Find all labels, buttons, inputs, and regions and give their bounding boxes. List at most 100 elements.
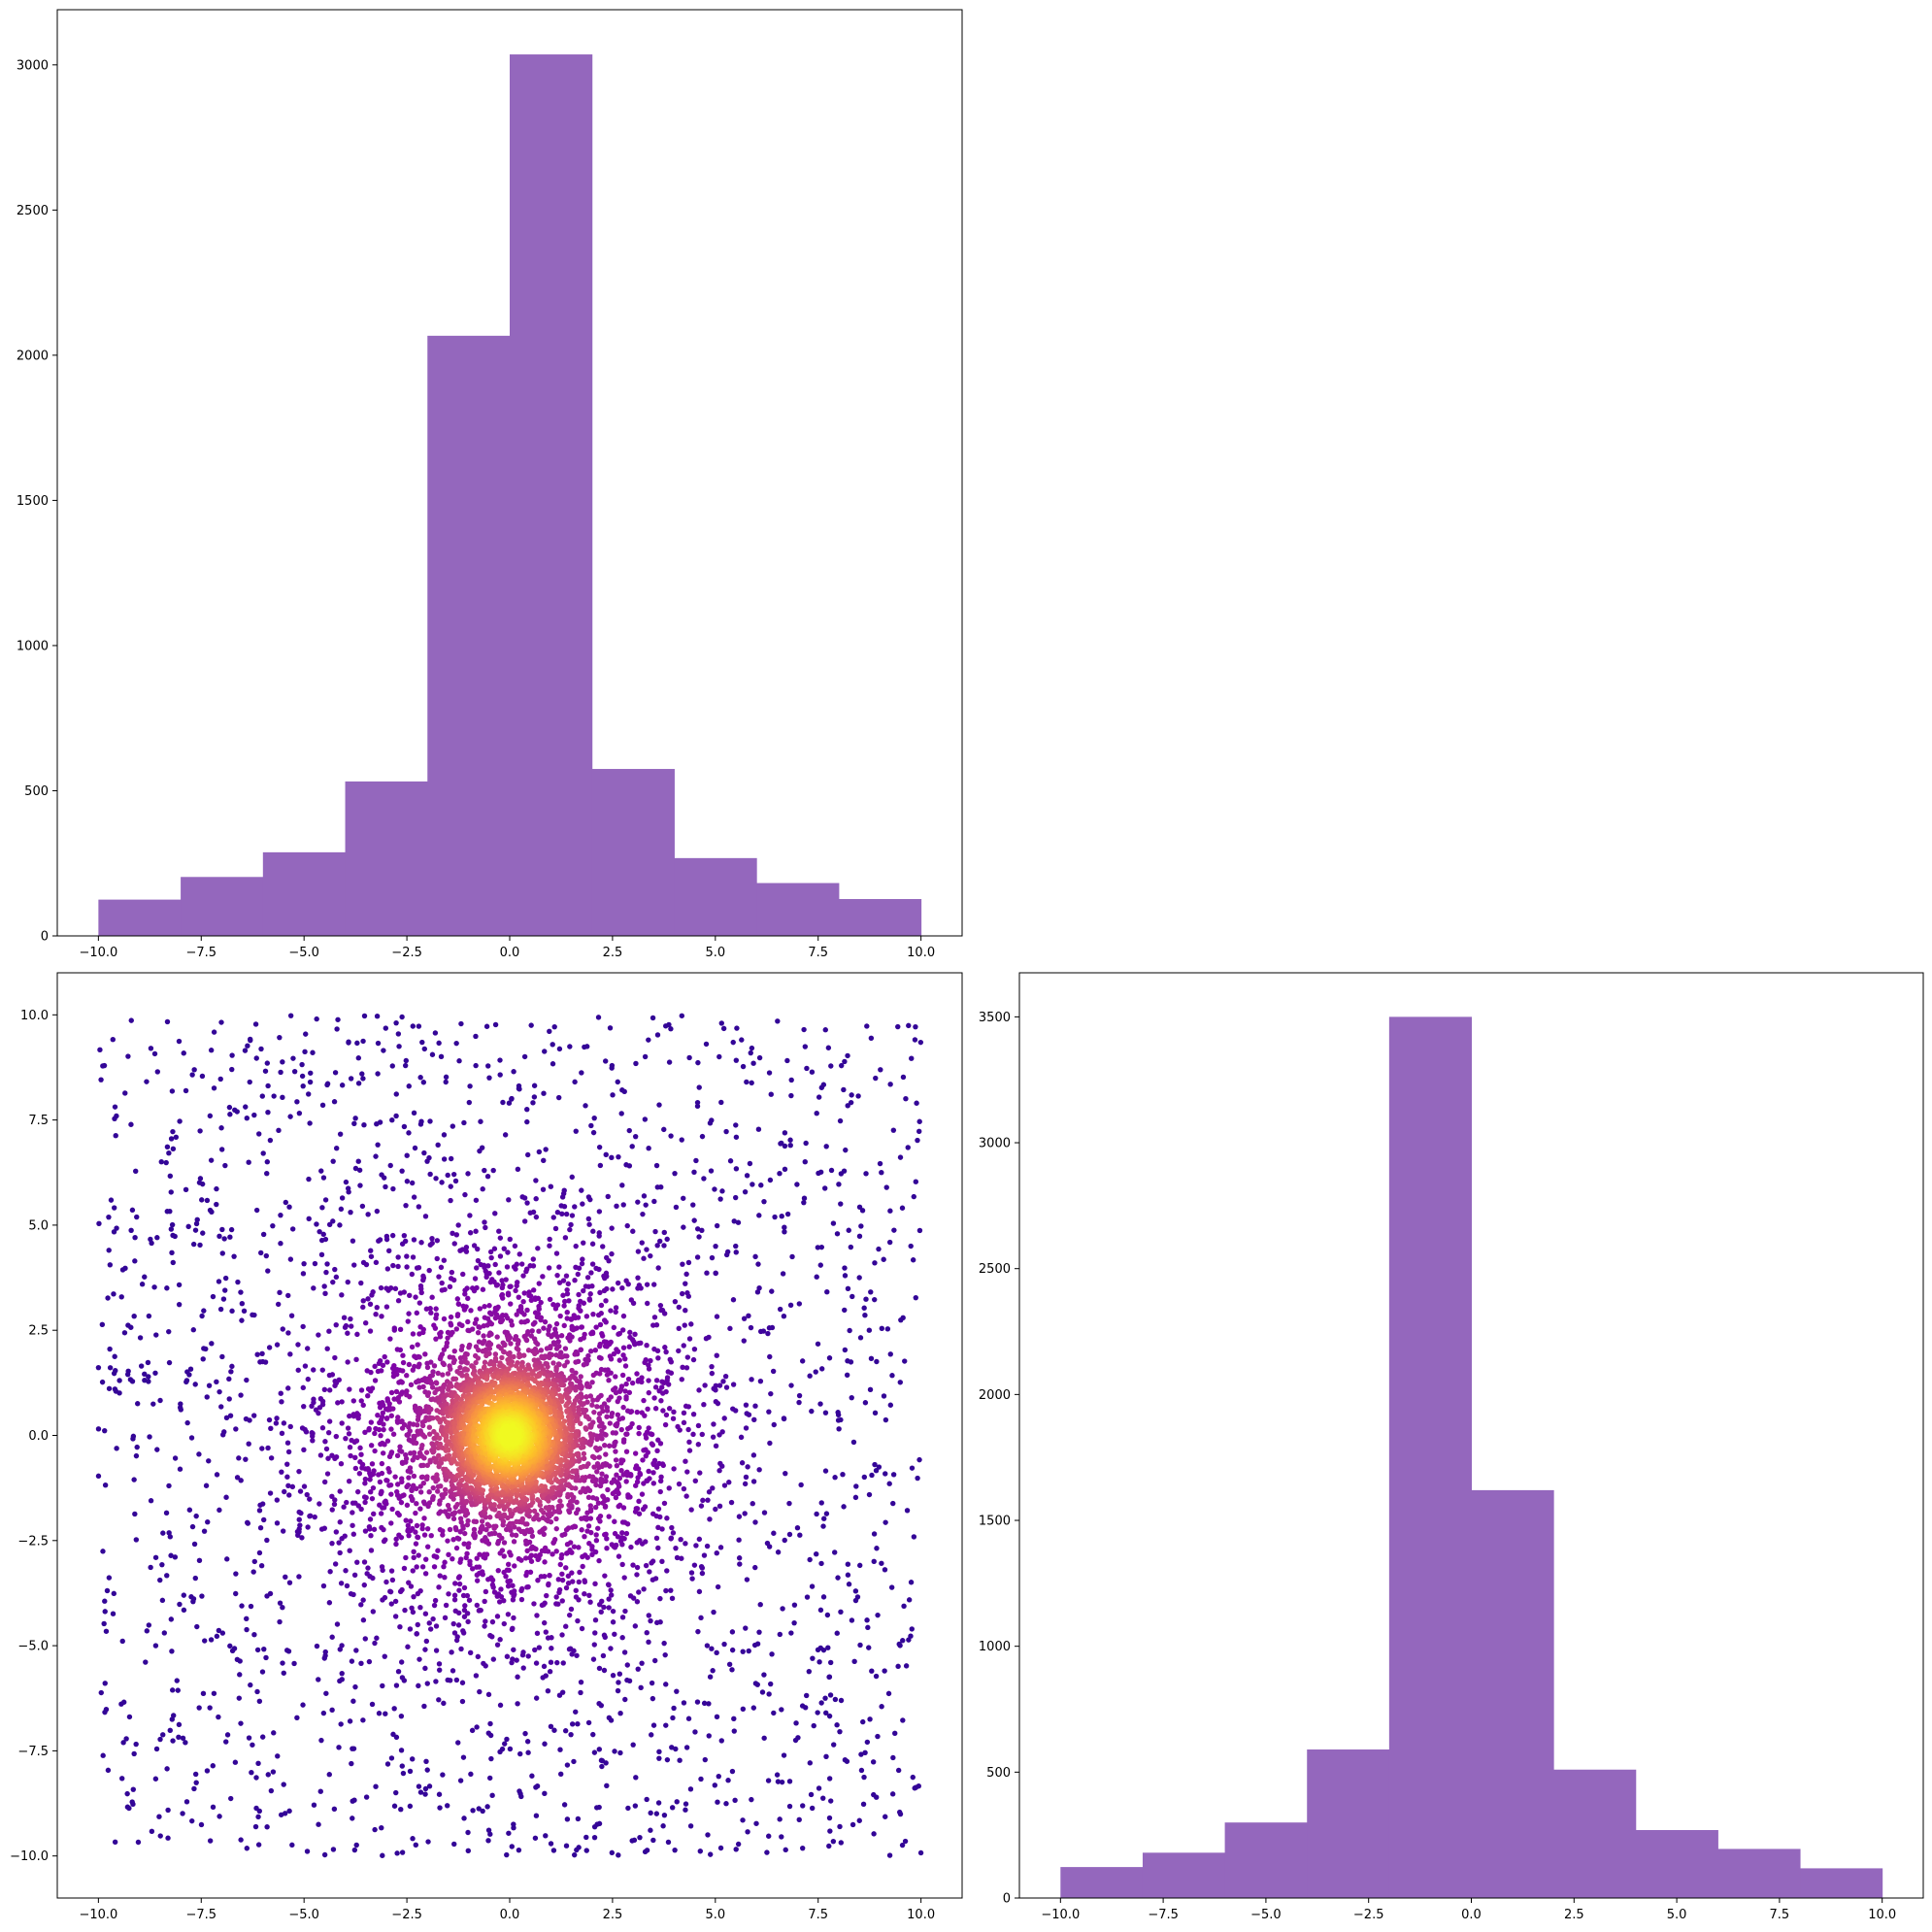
scatter-point	[807, 1760, 814, 1766]
scatter-point	[652, 1406, 659, 1412]
scatter-point	[624, 1662, 630, 1668]
scatter-point	[393, 1113, 399, 1119]
scatter-point	[486, 1075, 492, 1081]
scatter-point	[542, 1600, 548, 1606]
scatter-point	[599, 1333, 606, 1339]
scatter-point	[561, 1303, 567, 1309]
scatter-point	[877, 1160, 883, 1167]
scatter-point	[454, 1313, 461, 1319]
scatter-point	[278, 1390, 283, 1396]
scatter-point	[236, 1455, 242, 1461]
histogram-top-left: −10.0 −7.5 −5.0 −2.5 0.0 2.5 5.0 7.5 10.00500100…	[17, 9, 963, 960]
scatter-point	[614, 1472, 619, 1478]
scatter-point	[874, 1358, 880, 1365]
scatter-point	[152, 1643, 159, 1649]
scatter-point	[669, 1524, 675, 1531]
scatter-point	[580, 1563, 585, 1570]
scatter-point	[228, 1795, 234, 1802]
scatter-point	[419, 1474, 425, 1481]
scatter-point	[900, 1717, 906, 1723]
scatter-point	[698, 1776, 704, 1782]
scatter-point	[458, 1020, 464, 1027]
scatter-point	[263, 1252, 270, 1259]
scatter-point	[560, 1292, 566, 1298]
scatter-point	[568, 1731, 574, 1738]
scatter-point	[701, 1700, 708, 1707]
scatter-point	[338, 1206, 345, 1213]
scatter-point	[664, 1516, 670, 1521]
scatter-point	[709, 1646, 715, 1651]
scatter-point	[284, 1461, 290, 1467]
scatter-point	[429, 1051, 436, 1057]
scatter-point	[413, 1510, 418, 1516]
scatter-point	[683, 1307, 688, 1314]
scatter-point	[390, 1262, 396, 1269]
scatter-point	[629, 1144, 635, 1149]
scatter-point	[527, 1263, 533, 1269]
scatter-point	[458, 1646, 464, 1652]
scatter-point	[124, 1371, 131, 1378]
scatter-point	[492, 1315, 499, 1321]
scatter-point	[911, 1534, 917, 1540]
scatter-point	[586, 1541, 592, 1547]
scatter-point	[448, 1332, 454, 1338]
scatter-point	[686, 1448, 693, 1453]
scatter-point	[374, 1014, 381, 1019]
scatter-point	[712, 1782, 718, 1788]
scatter-point	[323, 1690, 329, 1696]
scatter-point	[168, 1226, 175, 1232]
scatter-point	[846, 1227, 851, 1233]
scatter-point	[228, 1226, 235, 1233]
scatter-point	[831, 1742, 837, 1748]
scatter-point	[247, 1079, 252, 1085]
scatter-point	[861, 1305, 867, 1311]
scatter-point	[310, 1049, 316, 1055]
scatter-point	[199, 1197, 205, 1203]
histogram-bar	[98, 899, 182, 936]
scatter-point	[651, 1346, 657, 1352]
scatter-point	[741, 1338, 747, 1344]
scatter-point	[743, 1425, 749, 1431]
scatter-point	[150, 1401, 156, 1407]
scatter-point	[782, 1537, 787, 1544]
scatter-point	[277, 1289, 283, 1296]
scatter-point	[254, 1351, 260, 1357]
scatter-point	[463, 1245, 470, 1250]
scatter-point	[480, 1186, 485, 1192]
scatter-point	[192, 1575, 198, 1582]
scatter-point	[509, 1844, 515, 1849]
scatter-point	[326, 1772, 332, 1778]
scatter-point	[248, 1603, 254, 1610]
scatter-point	[431, 1602, 438, 1609]
scatter-point	[552, 1306, 559, 1312]
scatter-point	[332, 1354, 338, 1361]
scatter-point	[487, 1632, 493, 1639]
scatter-point	[156, 1814, 162, 1819]
scatter-point	[467, 1649, 474, 1656]
scatter-point	[619, 1615, 626, 1620]
scatter-point	[862, 1400, 869, 1406]
scatter-point	[424, 1158, 430, 1164]
scatter-point	[749, 1080, 754, 1086]
scatter-point	[426, 1500, 433, 1506]
scatter-point	[168, 1189, 174, 1195]
scatter-point	[344, 1499, 350, 1506]
scatter-point	[612, 1749, 617, 1754]
scatter-point	[633, 1506, 640, 1512]
scatter-point	[630, 1300, 637, 1307]
scatter-point	[506, 1197, 512, 1203]
scatter-point	[734, 1025, 740, 1031]
scatter-point	[327, 1569, 333, 1575]
scatter-point	[599, 1471, 605, 1477]
y-tick-label: 0	[41, 930, 49, 945]
scatter-point	[567, 1376, 573, 1382]
scatter-point	[461, 1815, 467, 1821]
scatter-point	[353, 1356, 359, 1363]
scatter-point	[214, 1201, 219, 1208]
scatter-point	[251, 1312, 257, 1318]
scatter-point	[758, 1183, 764, 1188]
scatter-point	[541, 1663, 548, 1670]
scatter-point	[345, 1359, 350, 1365]
scatter-point	[129, 1799, 135, 1805]
scatter-point	[395, 1668, 402, 1675]
